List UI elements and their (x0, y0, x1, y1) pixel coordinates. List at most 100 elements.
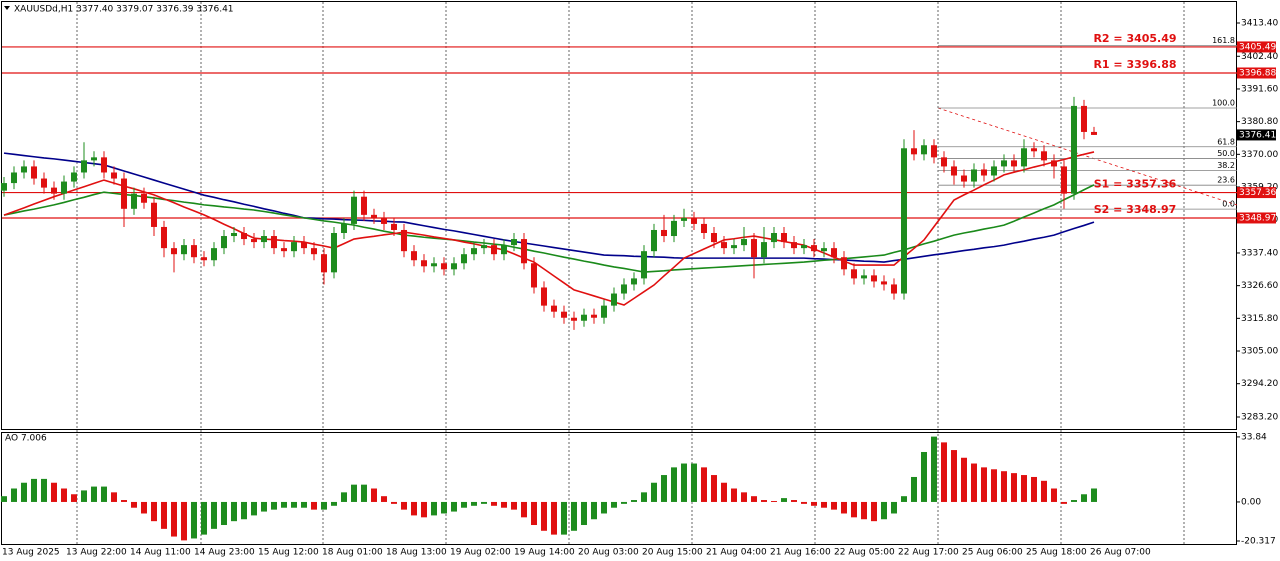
chart-title: XAUUSDd,H1 3377.40 3379.07 3376.39 3376.… (14, 5, 234, 15)
level-tag (1237, 67, 1276, 79)
y-tick-label: 3391.60 (1241, 84, 1278, 94)
indicator-bar (621, 501, 627, 504)
indicator-bar (931, 436, 937, 502)
candle-body (541, 287, 547, 306)
indicator-bar (11, 488, 17, 502)
candle-body (1071, 105, 1077, 194)
candle-body (621, 284, 627, 294)
candle-body (931, 145, 937, 158)
candle-body (831, 248, 837, 258)
indicator-bar (901, 496, 907, 502)
indicator-bar (871, 501, 877, 522)
indicator-bar (31, 478, 37, 502)
indicator-bar (691, 463, 697, 502)
indicator-bar (991, 469, 997, 502)
candle-body (121, 178, 127, 209)
candle-body (761, 242, 767, 258)
indicator-bar (611, 501, 617, 508)
candle-body (351, 196, 357, 224)
candle-body (1041, 151, 1047, 161)
candle-body (441, 263, 447, 270)
candle-body (731, 245, 737, 249)
indicator-bar (851, 501, 857, 518)
candle-body (511, 239, 517, 246)
candle-body (581, 314, 587, 321)
indicator-bar (941, 442, 947, 502)
y-tick-label: 3283.20 (1241, 412, 1278, 422)
indicator-bar (741, 492, 747, 502)
candle-body (791, 242, 797, 249)
indicator-bar (261, 501, 267, 512)
indicator-bar (491, 501, 497, 506)
indicator-bar (401, 501, 407, 510)
indicator-bar (121, 500, 127, 502)
indicator-bar (471, 501, 477, 506)
level-tag (1237, 187, 1276, 199)
candle-body (451, 263, 457, 270)
indicator-bar (651, 482, 657, 502)
indicator-tick-label: -20.317 (1241, 536, 1276, 546)
candle-body (971, 169, 977, 182)
indicator-bar (171, 501, 177, 537)
y-tick-label: 3402.40 (1241, 52, 1278, 62)
indicator-bar (551, 501, 557, 535)
indicator-bar (291, 501, 297, 508)
indicator-bar (861, 501, 867, 520)
candle-body (491, 245, 497, 255)
indicator-bar (1011, 473, 1017, 502)
x-tick-label: 19 Aug 02:00 (450, 548, 511, 558)
candle-body (431, 263, 437, 267)
indicator-bar (161, 501, 167, 529)
candle-body (901, 148, 907, 294)
candle-body (891, 284, 897, 294)
candle-body (671, 220, 677, 237)
indicator-bar (1071, 500, 1077, 502)
indicator-bar (751, 496, 757, 502)
candle-body (651, 229, 657, 252)
price-pane-frame (1, 1, 1237, 430)
level-tag-label: 3396.88 (1239, 68, 1276, 78)
indicator-bar (71, 494, 77, 502)
x-tick-label: 20 Aug 15:00 (642, 548, 703, 558)
fib-label: 38.2 (1217, 161, 1235, 170)
candle-body (1051, 160, 1057, 167)
candle-body (981, 169, 987, 176)
indicator-bar (661, 475, 667, 502)
candle-body (881, 281, 887, 285)
fib-label: 61.8 (1217, 137, 1235, 146)
indicator-bar (1021, 475, 1027, 502)
indicator-bar (631, 500, 637, 502)
candle-body (481, 245, 487, 249)
candle-body (261, 236, 267, 243)
candle-body (471, 248, 477, 255)
indicator-bar (891, 501, 897, 514)
level-label: S1 = 3357.36 (1094, 178, 1177, 191)
indicator-tick-label: 0.00 (1241, 497, 1261, 507)
indicator-bar (331, 501, 337, 506)
level-tag-label: 3405.49 (1239, 42, 1276, 52)
moving-average (3, 152, 1095, 263)
indicator-bar (801, 501, 807, 504)
candle-body (281, 248, 287, 252)
indicator-bar (461, 501, 467, 508)
candle-body (641, 251, 647, 279)
indicator-bar (271, 501, 277, 510)
candle-body (681, 217, 687, 221)
x-tick-label: 13 Aug 2025 (2, 548, 60, 558)
indicator-bar (921, 451, 927, 502)
indicator-bar (701, 467, 707, 502)
moving-average (3, 184, 1095, 273)
x-tick-label: 19 Aug 14:00 (514, 548, 575, 558)
candle-body (21, 166, 27, 173)
candle-body (631, 278, 637, 285)
candle-body (521, 239, 527, 264)
indicator-bar (191, 501, 197, 539)
candle-body (461, 254, 467, 264)
candle-body (161, 226, 167, 249)
indicator-tick-label: 33.84 (1241, 432, 1267, 442)
indicator-bar (581, 501, 587, 526)
candle-body (561, 311, 567, 318)
indicator-bar (391, 501, 397, 504)
candle-body (801, 245, 807, 249)
y-tick-label: 3370.00 (1241, 150, 1278, 160)
